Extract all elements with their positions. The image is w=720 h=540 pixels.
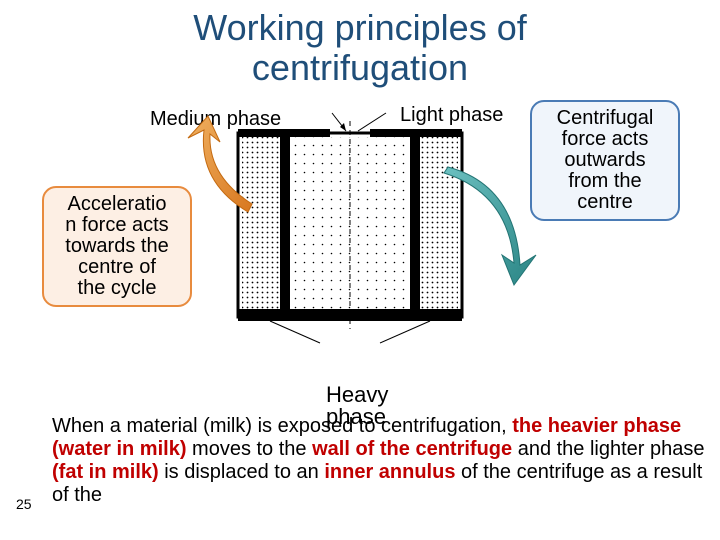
title-line2: centrifugation [252, 47, 468, 88]
arrow-acceleration-icon [178, 112, 278, 232]
callout-acceleration: Acceleration force actstowards thecentre… [42, 186, 192, 307]
callout-centrifugal-text: Centrifugalforce actsoutwardsfrom thecen… [557, 107, 654, 213]
body-hl4: inner annulus [324, 461, 455, 483]
body-paragraph: When a material (milk) is exposed to cen… [52, 415, 708, 507]
body-mid3: is displaced to an [159, 461, 325, 483]
arrow-centrifugal-icon [430, 155, 550, 295]
callout-centrifugal: Centrifugalforce actsoutwardsfrom thecen… [530, 100, 680, 221]
page-number: 25 [16, 496, 32, 512]
body-mid1: moves to the [186, 438, 312, 460]
body-pre1: When a material (milk) is exposed to cen… [52, 415, 512, 437]
body-mid2: and the lighter phase [512, 438, 704, 460]
callout-acceleration-text: Acceleration force actstowards thecentre… [65, 193, 168, 299]
title-line1: Working principles of [193, 7, 526, 48]
slide-title: Working principles of centrifugation [0, 0, 720, 87]
body-hl3: (fat in milk) [52, 461, 159, 483]
body-hl2: wall of the centrifuge [312, 438, 512, 460]
